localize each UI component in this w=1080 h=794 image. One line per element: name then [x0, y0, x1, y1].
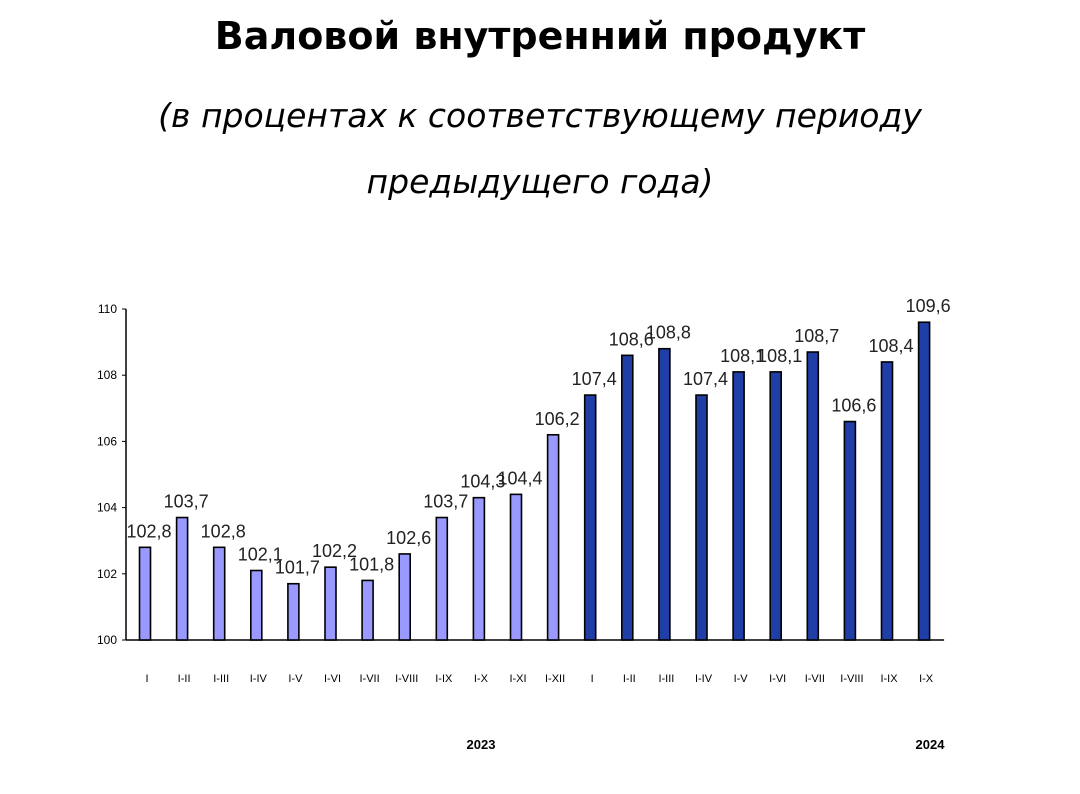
x-tick-label: I-V: [734, 673, 749, 685]
x-tick-label: I-III: [658, 673, 674, 685]
x-tick-label: I-IV: [695, 673, 713, 685]
data-label: 108,1: [757, 346, 802, 366]
bar: [620, 354, 634, 641]
bar: [212, 546, 226, 641]
data-label: 108,6: [609, 329, 654, 349]
x-tick-label: I-XII: [545, 673, 565, 685]
data-label: 109,6: [906, 296, 951, 316]
x-tick-label: I-V: [288, 673, 303, 685]
y-tick-label: 108: [97, 368, 117, 382]
x-tick-label: I-VII: [805, 673, 825, 685]
bar: [806, 351, 820, 641]
data-label: 104,4: [497, 468, 542, 488]
data-label: 102,1: [238, 544, 283, 564]
data-label: 106,6: [831, 396, 876, 416]
chart-title: Валовой внутренний продукт: [214, 14, 866, 58]
x-tick-label: I-VII: [360, 673, 380, 685]
bar: [546, 433, 560, 641]
x-tick-label: I: [591, 673, 594, 685]
bar: [287, 582, 300, 641]
data-label: 108,1: [720, 346, 765, 366]
bar: [472, 496, 486, 641]
data-label: 103,7: [164, 492, 209, 512]
data-label: 106,2: [535, 409, 580, 429]
x-tick-label: I-IX: [880, 673, 898, 685]
x-tick-label: I-VIII: [840, 673, 863, 685]
y-tick-label: 106: [97, 434, 117, 448]
x-tick-label: I-III: [213, 673, 229, 685]
data-label: 102,8: [201, 521, 246, 541]
data-label: 107,4: [683, 369, 728, 389]
bar: [175, 516, 189, 641]
bar: [583, 394, 597, 641]
bar: [880, 361, 894, 641]
data-label: 108,8: [646, 323, 691, 343]
data-label: 101,7: [275, 558, 320, 578]
data-label: 102,8: [126, 521, 171, 541]
chart-subtitle-line1: (в процентах к соответствующему периоду: [158, 96, 922, 135]
x-tick-label: I-VI: [769, 673, 786, 685]
bar: [695, 394, 708, 641]
bar: [843, 420, 857, 641]
x-tick-label: I-VI: [324, 673, 341, 685]
bar: [361, 579, 374, 641]
data-label: 103,7: [423, 492, 468, 512]
year-label: 2024: [916, 737, 946, 752]
bar: [509, 493, 523, 641]
x-tick-label: I-IX: [435, 673, 453, 685]
bar: [769, 371, 783, 641]
data-label: 107,4: [572, 369, 617, 389]
y-tick-label: 110: [98, 302, 117, 316]
data-label: 102,2: [312, 541, 357, 561]
data-label: 104,3: [460, 472, 505, 492]
x-tick-label: I-X: [919, 673, 934, 685]
bar: [324, 566, 337, 641]
x-tick-label: I: [145, 673, 148, 685]
data-label: 102,6: [386, 528, 431, 548]
x-tick-label: I-IV: [250, 673, 268, 685]
bar: [398, 553, 412, 641]
y-tick-label: 102: [97, 567, 117, 581]
y-tick-label: 100: [97, 633, 117, 647]
bar: [250, 569, 263, 641]
data-label: 108,7: [794, 326, 839, 346]
data-label: 101,8: [349, 554, 394, 574]
bar: [435, 516, 449, 641]
x-tick-label: I-II: [178, 673, 191, 685]
x-tick-label: I-VIII: [395, 673, 418, 685]
bar: [138, 546, 152, 641]
x-tick-label: I-II: [623, 673, 636, 685]
y-tick-label: 104: [97, 501, 117, 515]
x-tick-label: I-XI: [509, 673, 526, 685]
year-label: 2023: [467, 737, 496, 752]
bar: [658, 347, 671, 641]
x-tick-label: I-X: [474, 673, 489, 685]
chart-subtitle-line2: предыдущего года): [366, 162, 714, 201]
data-label: 108,4: [868, 336, 913, 356]
bar: [732, 371, 745, 641]
bar: [917, 321, 931, 641]
